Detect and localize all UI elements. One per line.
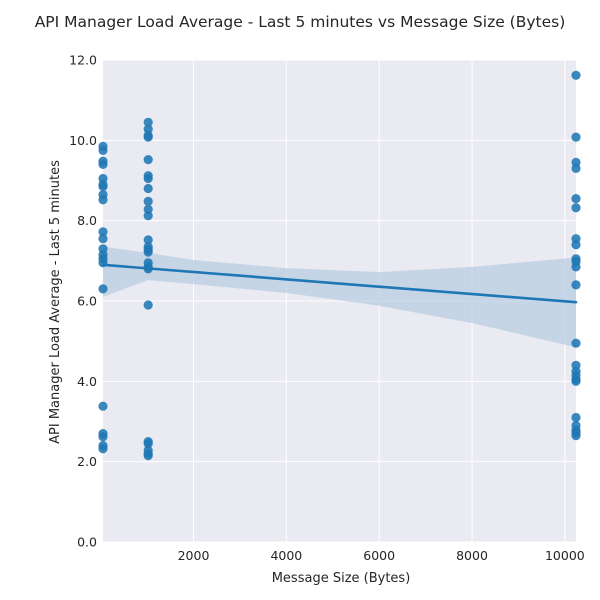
data-point <box>98 234 108 244</box>
y-tick-labels: 0.0 2.0 4.0 6.0 8.0 10.0 12.0 <box>69 53 97 550</box>
chart-title: API Manager Load Average - Last 5 minute… <box>35 13 566 31</box>
x-tick-label: 6000 <box>363 548 395 563</box>
data-point <box>143 155 153 165</box>
x-tick-label: 2000 <box>178 548 210 563</box>
y-tick-label: 2.0 <box>77 454 97 469</box>
confidence-band <box>103 246 576 348</box>
regression-line-layer <box>101 263 578 304</box>
data-point <box>571 431 581 441</box>
data-point <box>571 262 581 272</box>
y-tick-label: 4.0 <box>77 374 97 389</box>
data-point <box>143 300 153 310</box>
x-axis-title: Message Size (Bytes) <box>272 571 411 586</box>
data-point <box>143 124 153 134</box>
data-point <box>98 284 108 294</box>
data-point <box>143 117 153 127</box>
data-point <box>143 211 153 221</box>
data-point <box>143 183 153 194</box>
data-point <box>143 235 153 245</box>
data-point <box>571 203 581 213</box>
data-point <box>98 159 108 169</box>
scatter-points <box>98 70 581 461</box>
y-tick-label: 12.0 <box>69 53 97 68</box>
y-tick-label: 8.0 <box>77 213 97 228</box>
data-point <box>98 145 108 155</box>
y-tick-label: 6.0 <box>77 294 97 309</box>
data-point <box>143 439 153 449</box>
data-point <box>98 227 108 237</box>
data-point <box>571 240 581 250</box>
x-tick-labels: 2000 4000 6000 8000 10000 <box>178 548 585 563</box>
y-tick-label: 10.0 <box>69 133 97 148</box>
x-tick-label: 10000 <box>545 548 585 563</box>
data-point <box>98 401 108 411</box>
data-point <box>143 196 153 206</box>
data-point <box>571 194 581 204</box>
data-point <box>98 195 108 205</box>
data-point <box>143 132 153 142</box>
data-point <box>98 181 108 192</box>
y-axis-title: API Manager Load Average - Last 5 minute… <box>48 160 63 444</box>
data-point <box>571 412 581 423</box>
x-tick-label: 4000 <box>270 548 302 563</box>
data-point <box>143 173 153 184</box>
y-tick-label: 0.0 <box>77 535 97 550</box>
data-point <box>143 204 153 214</box>
data-point <box>143 247 153 257</box>
data-point <box>571 132 581 142</box>
data-point <box>571 280 581 290</box>
data-point <box>571 338 581 348</box>
x-tick-label: 8000 <box>456 548 488 563</box>
confidence-band-layer <box>103 246 576 348</box>
data-point <box>571 376 581 386</box>
data-point <box>143 451 153 461</box>
data-point <box>571 70 581 80</box>
data-point <box>571 163 581 173</box>
data-point <box>98 432 108 442</box>
data-point <box>98 444 108 454</box>
regression-line <box>101 263 578 304</box>
